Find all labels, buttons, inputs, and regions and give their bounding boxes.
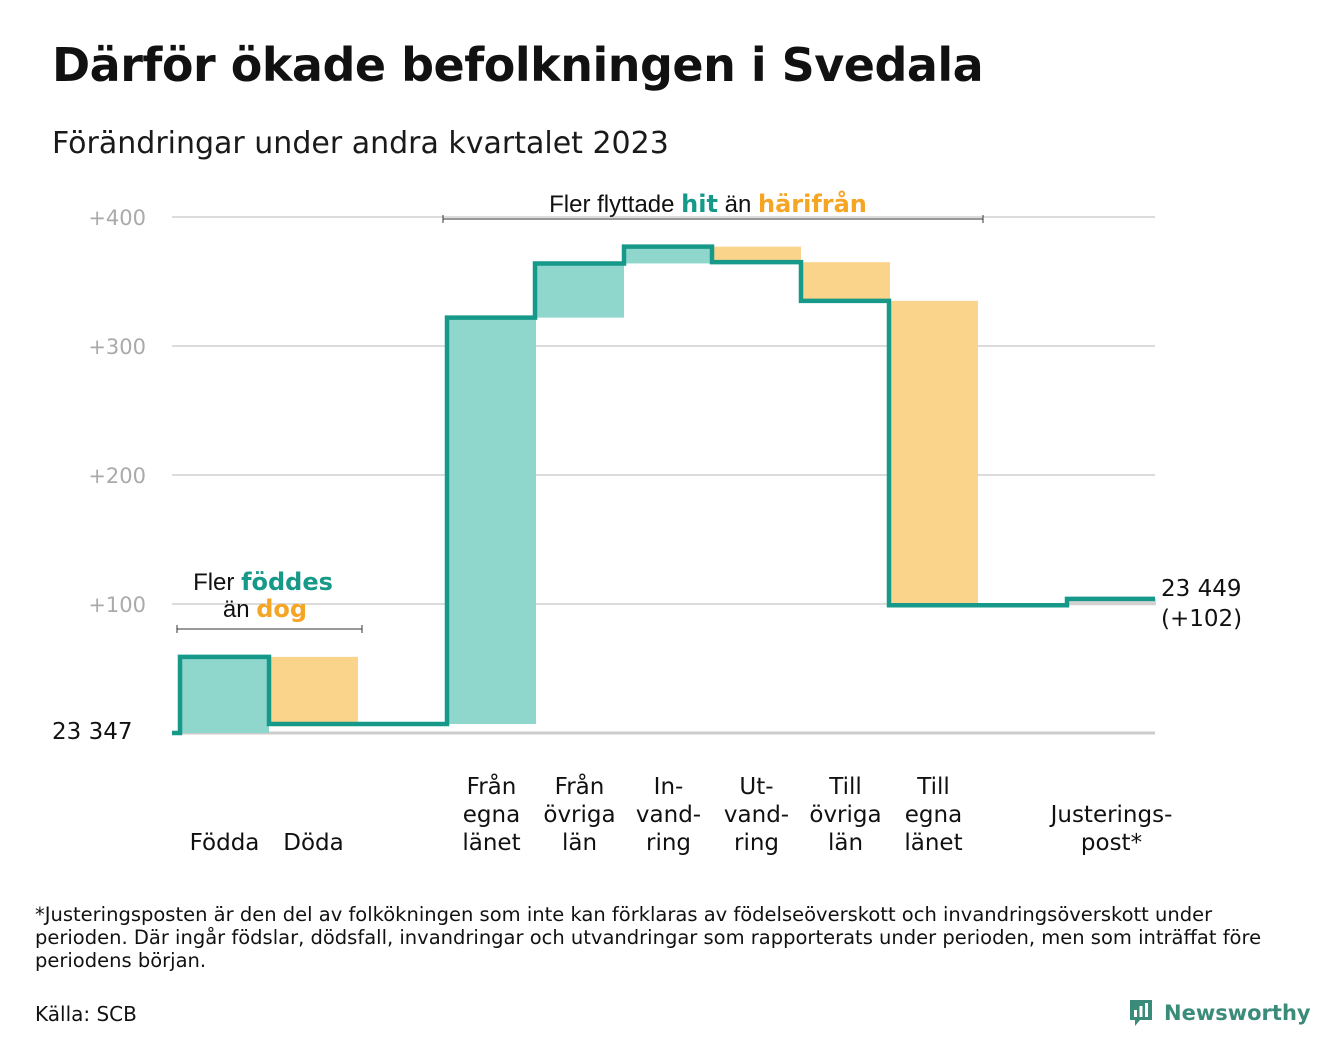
- waterfall-bar: [1067, 598, 1156, 606]
- category-label: Döda: [283, 830, 343, 856]
- category-label: övriga: [809, 802, 881, 828]
- category-label: länet: [462, 830, 520, 856]
- waterfall-bar: [535, 263, 624, 318]
- waterfall-bar: [180, 656, 269, 733]
- births-annotation-plain: Fler: [193, 569, 241, 596]
- start-value-label: 23 347: [52, 719, 132, 745]
- category-label: post*: [1081, 830, 1142, 856]
- y-tick-label: +100: [88, 593, 146, 617]
- moves-annotation-bold: härifrån: [758, 189, 867, 218]
- category-label: Från: [467, 772, 517, 800]
- bars-layer: [180, 246, 1156, 733]
- y-tick-label: +300: [88, 335, 146, 359]
- category-label: In-: [654, 774, 684, 800]
- waterfall-bar: [712, 246, 801, 263]
- logo-text: Newsworthy: [1164, 1001, 1311, 1025]
- end-value-label: 23 449: [1161, 576, 1241, 602]
- births-annotation-plain: än: [223, 596, 256, 623]
- waterfall-bar: [801, 262, 890, 301]
- category-label: Justerings-: [1049, 802, 1173, 828]
- waterfall-bar: [889, 300, 978, 606]
- births-annotation-bold: dog: [256, 595, 307, 623]
- waterfall-bar: [269, 656, 358, 724]
- category-label: vand-: [724, 802, 789, 828]
- moves-annotation-plain: Fler flyttade: [549, 191, 681, 218]
- waterfall-bar: [624, 246, 713, 264]
- waterfall-bar: [447, 317, 536, 724]
- bar-chart-speech-icon: [1130, 1000, 1152, 1026]
- category-label: vand-: [636, 802, 701, 828]
- category-label: län: [828, 830, 863, 856]
- category-label: ring: [734, 830, 779, 856]
- category-label: egna: [905, 802, 962, 828]
- births-annotation-bold: föddes: [241, 568, 333, 596]
- category-label: övriga: [543, 802, 615, 828]
- category-label: egna: [463, 802, 520, 828]
- cumulative-step-line: [172, 244, 1155, 736]
- end-change-label: (+102): [1161, 606, 1242, 632]
- category-label: län: [562, 830, 597, 856]
- category-label: Ut-: [739, 774, 773, 800]
- category-label: Från: [555, 772, 605, 800]
- category-label: länet: [904, 830, 962, 856]
- chart-title: Därför ökade befolkningen i Svedala: [52, 38, 984, 92]
- births-annotation-line1: Fler föddes: [193, 568, 333, 596]
- moves-annotation-bold: hit: [681, 190, 718, 218]
- moves-annotation-text: Fler flyttade hit än härifrån: [549, 189, 867, 218]
- footnote: *Justeringsposten är den del av folkökni…: [35, 903, 1262, 972]
- category-label: Till: [916, 774, 950, 800]
- waterfall-chart: +400+300+200+100 Födda DödaFrånegnalänetF…: [52, 189, 1242, 856]
- source-label: Källa: SCB: [35, 1002, 137, 1026]
- births-annotation-line2: än dog: [223, 595, 307, 623]
- grid-layer: +400 +300 +200 +100: [88, 206, 1155, 735]
- y-tick-label: +400: [88, 206, 146, 230]
- category-label: Födda: [190, 830, 260, 856]
- category-label: ring: [646, 830, 691, 856]
- step-line-layer: [172, 244, 1155, 736]
- moves-annotation: Fler flyttade hit än härifrån: [442, 189, 984, 223]
- newsworthy-logo[interactable]: Newsworthy: [1128, 998, 1311, 1028]
- y-tick-label: +200: [88, 464, 146, 488]
- labels-layer: Födda DödaFrånegnalänetFrånövrigalänIn-va…: [52, 576, 1242, 856]
- chart-subtitle: Förändringar under andra kvartalet 2023: [52, 126, 669, 161]
- category-label: Till: [828, 774, 862, 800]
- moves-annotation-plain: än: [718, 191, 758, 218]
